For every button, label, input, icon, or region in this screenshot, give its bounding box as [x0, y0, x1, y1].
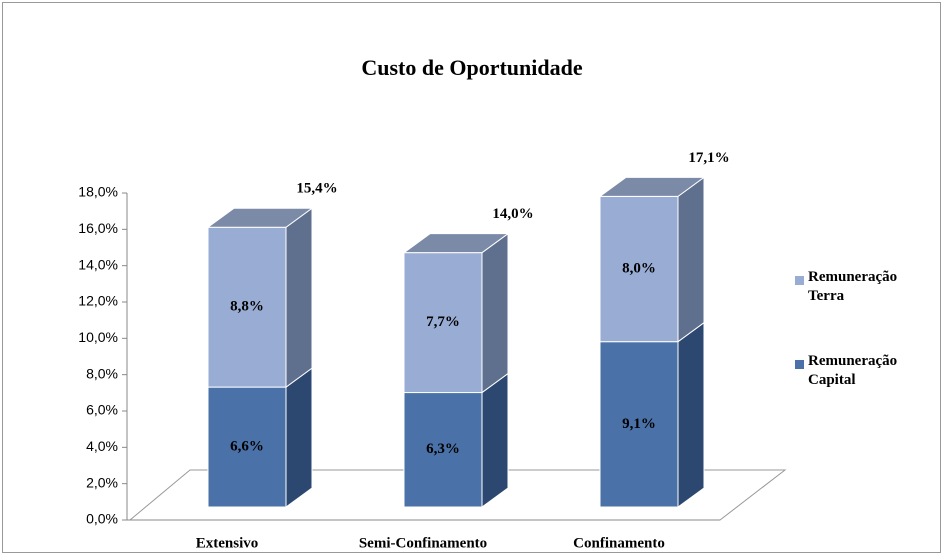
value-label: 8,0% [622, 260, 656, 276]
y-tick-label: 18,0% [78, 184, 118, 200]
total-label: 15,4% [296, 181, 337, 197]
bar-segment [403, 392, 483, 508]
legend-text: Remuneração Terra [808, 269, 898, 304]
bar-segment [599, 195, 679, 343]
bar-side [481, 232, 509, 394]
y-tick-label: 4,0% [86, 438, 118, 454]
total-label: 14,0% [492, 206, 533, 222]
bar-side [481, 372, 509, 508]
legend-label: Remuneração Terra [808, 269, 898, 304]
total-label: 17,1% [688, 150, 729, 166]
bar-side [285, 367, 313, 508]
y-tick-label: 2,0% [86, 474, 118, 490]
bar-top [206, 207, 314, 228]
y-tick-label: 8,0% [86, 365, 118, 381]
y-tick-label: 14,0% [78, 256, 118, 272]
bar-side [285, 207, 313, 389]
value-label: 8,8% [230, 299, 264, 315]
value-label: 9,1% [622, 416, 656, 432]
value-label: 6,6% [230, 438, 264, 454]
bar-top [598, 176, 706, 197]
chart-title: Custo de Oportunidade [361, 55, 583, 80]
bar-side [677, 321, 705, 508]
x-tick-label: Confinamento [573, 535, 665, 551]
value-label: 7,7% [426, 314, 460, 330]
bar-side [677, 176, 705, 343]
legend-label: Remuneração Capital [808, 353, 898, 388]
x-tick-label: Semi-Confinamento [359, 535, 487, 551]
y-tick-label: 6,0% [86, 402, 118, 418]
bar-segment [207, 226, 287, 388]
value-label: 6,3% [426, 441, 460, 457]
bar-top [402, 233, 510, 254]
legend-swatch [795, 360, 804, 369]
y-tick-label: 10,0% [78, 329, 118, 345]
x-tick-label: Extensivo [196, 535, 259, 551]
bar-segment [403, 252, 483, 394]
y-tick-label: 16,0% [78, 220, 118, 236]
y-tick-label: 12,0% [78, 293, 118, 309]
bar-segment [599, 341, 679, 508]
y-tick-label: 0,0% [86, 511, 118, 527]
legend-swatch [795, 276, 804, 285]
legend-text: Remuneração Capital [808, 353, 898, 388]
